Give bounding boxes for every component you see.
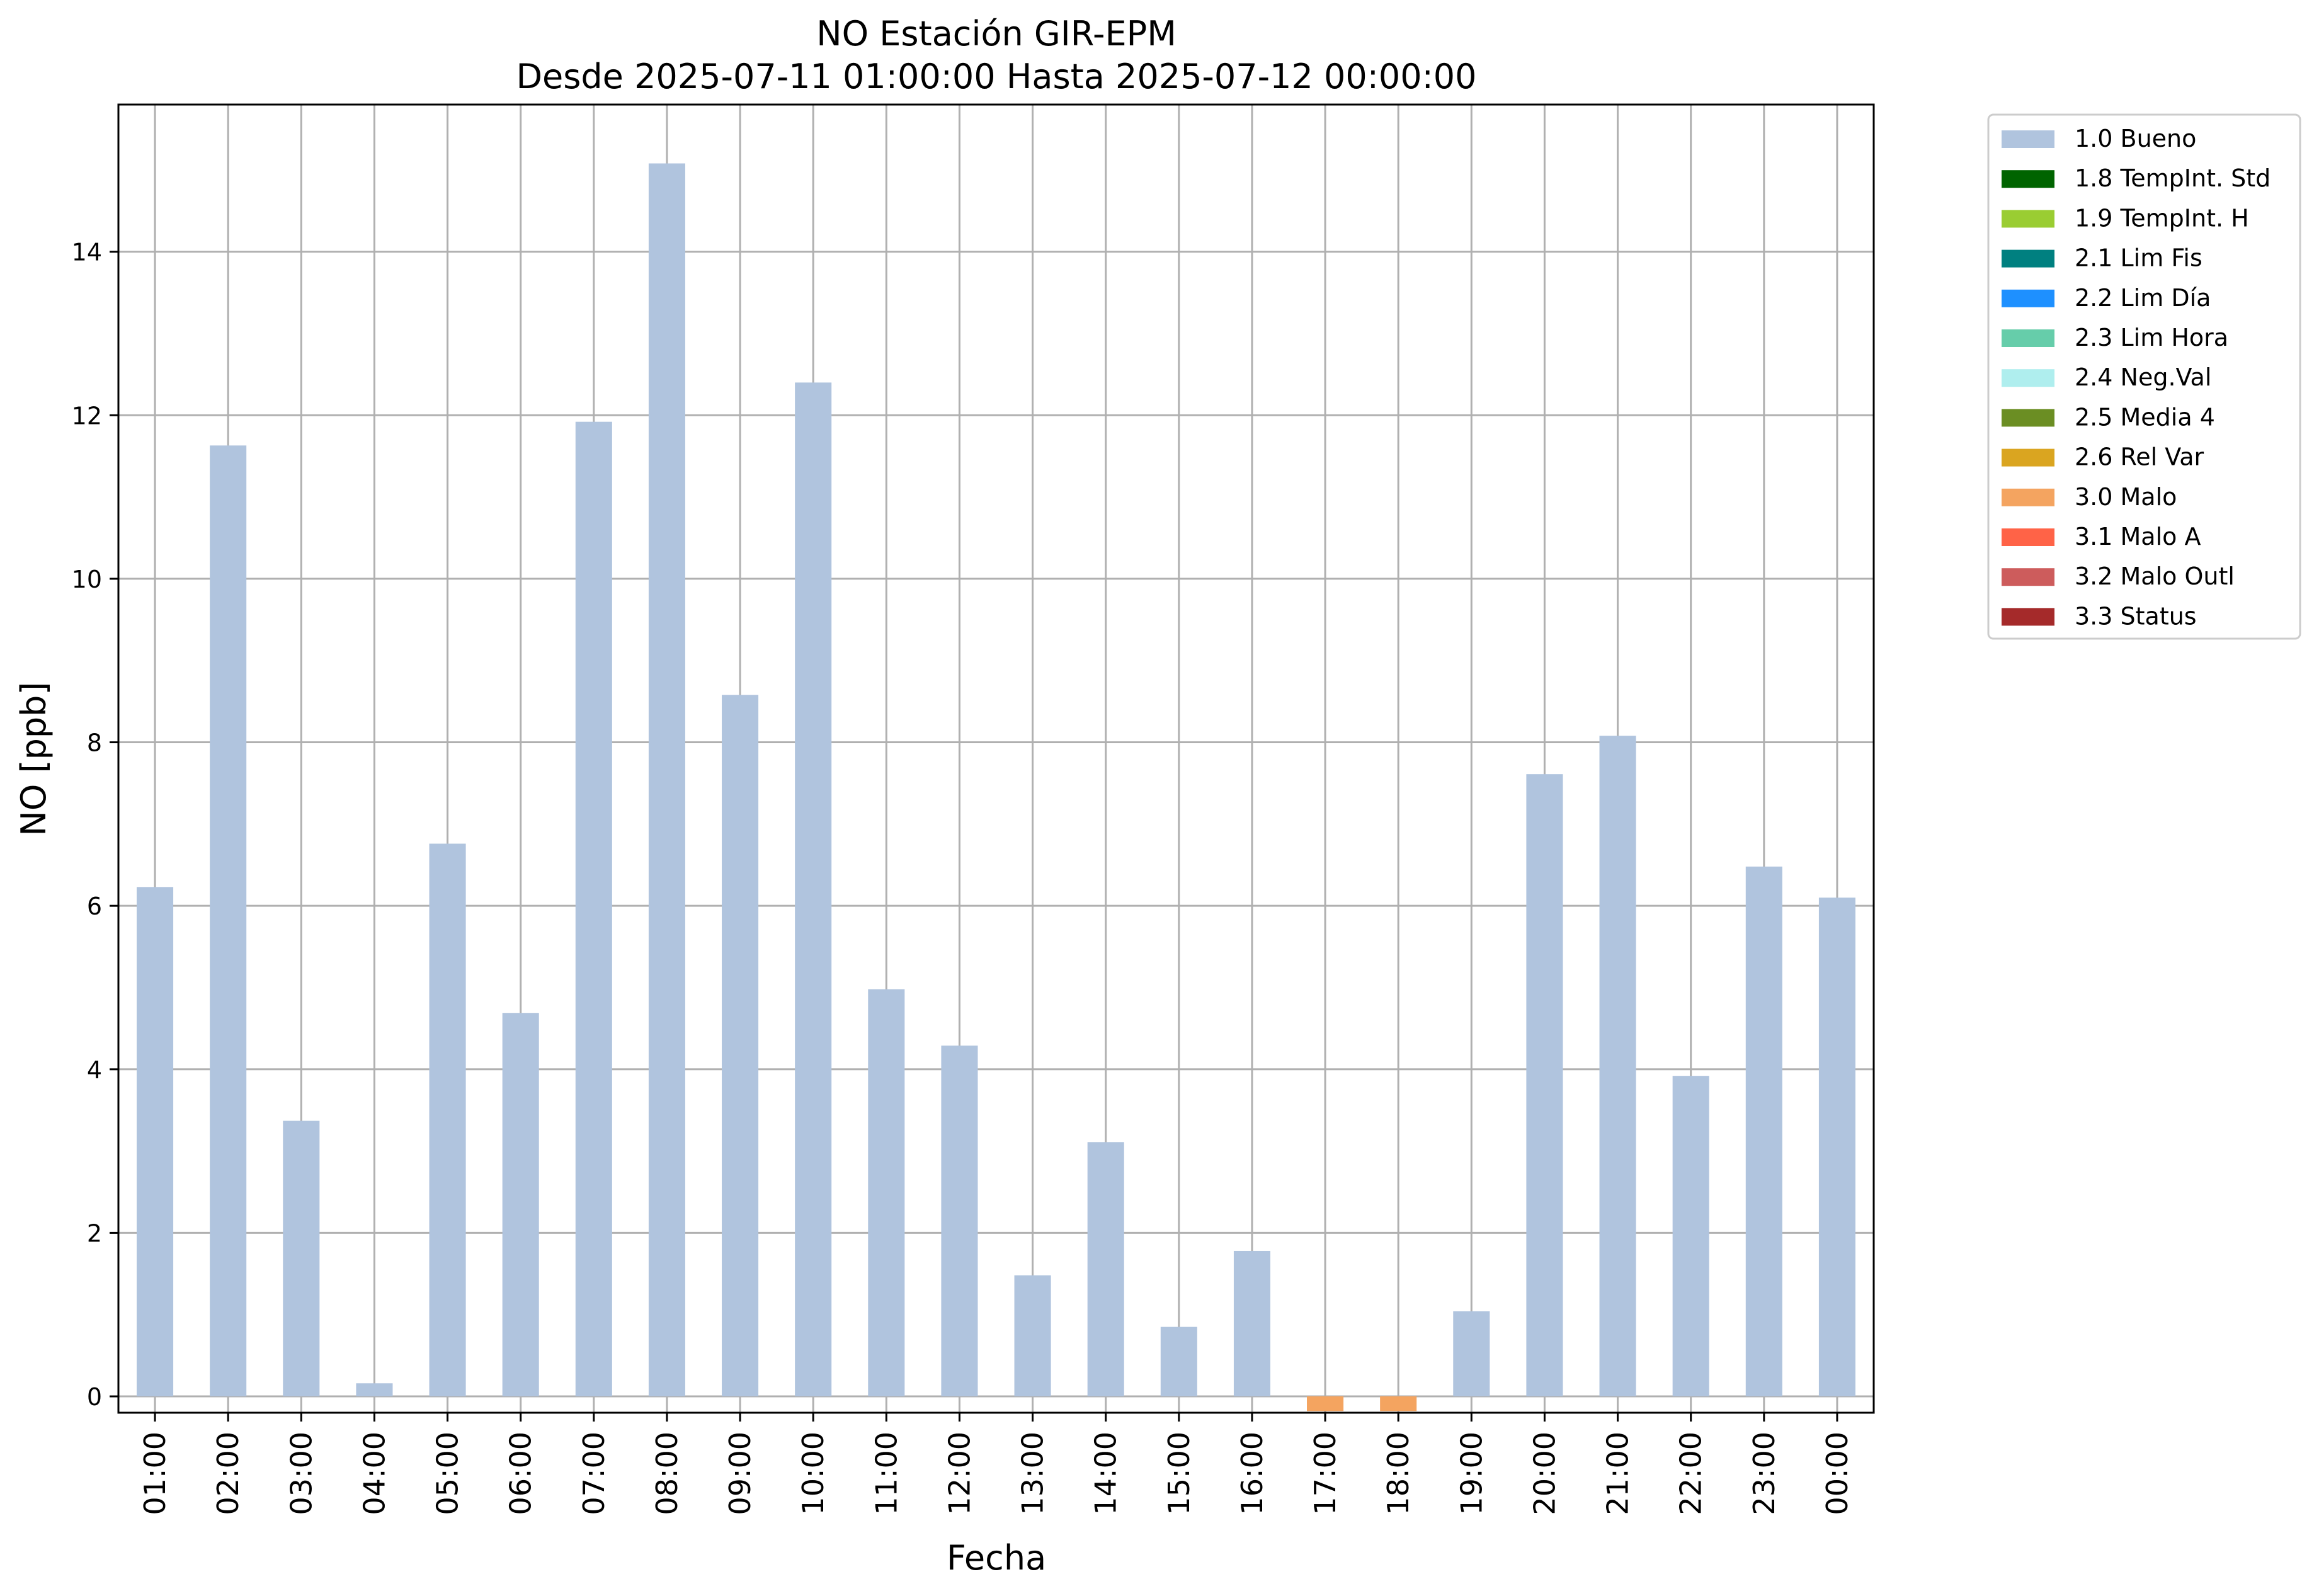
bar: [795, 382, 832, 1397]
legend-label: 3.0 Malo: [2075, 483, 2177, 511]
x-axis-ticks: 01:00 02:00 03:00 04:00 05:00 06:00 07:00 08:00…: [138, 1413, 1854, 1515]
legend-swatch: [2002, 608, 2054, 626]
legend-label: 3.2 Malo Outl: [2075, 562, 2235, 590]
bar: [1233, 1250, 1270, 1397]
x-tick-label: 01:00: [138, 1432, 172, 1515]
legend-entries: 1.0 Bueno 1.8 TempInt. Std 1.9 TempInt. H 2…: [2002, 125, 2271, 630]
x-tick-label: 05:00: [431, 1432, 465, 1515]
bar: [1526, 774, 1563, 1397]
plot-frame: [117, 103, 1875, 1414]
legend-swatch: [2002, 249, 2054, 268]
legend-label: 3.1 Malo A: [2075, 523, 2201, 550]
bar: [356, 1383, 393, 1397]
bar: [575, 421, 612, 1397]
chart-title: NO Estación GIR-EPM: [816, 14, 1177, 54]
y-tick-label: 12: [72, 402, 102, 430]
bar: [1453, 1311, 1490, 1397]
bar-layer: [137, 163, 1855, 1411]
bar: [1599, 736, 1636, 1397]
legend-swatch: [2002, 210, 2054, 228]
x-tick-label: 06:00: [504, 1432, 538, 1515]
legend-label: 1.8 TempInt. Std: [2075, 164, 2271, 192]
x-tick-label: 03:00: [284, 1432, 318, 1515]
x-tick-label: 11:00: [869, 1432, 903, 1515]
x-tick-label: 10:00: [796, 1432, 830, 1515]
legend-label: 1.9 TempInt. H: [2075, 204, 2249, 232]
legend-frame: [1987, 113, 2301, 640]
legend-label: 2.4 Neg.Val: [2075, 363, 2211, 391]
legend-label: 2.3 Lim Hora: [2075, 324, 2228, 351]
bar: [648, 163, 685, 1397]
x-tick-label: 07:00: [577, 1432, 611, 1515]
y-axis-ticks: 0 2 4 6 8 10 12 14: [72, 239, 118, 1411]
x-tick-label: 04:00: [357, 1432, 391, 1515]
legend-label: 2.5 Media 4: [2075, 403, 2215, 431]
y-tick-label: 6: [87, 892, 102, 920]
bar: [1818, 898, 1855, 1397]
bar: [1307, 1396, 1344, 1411]
legend-swatch: [2002, 170, 2054, 188]
legend-swatch: [2002, 448, 2054, 467]
y-axis-label: NO [ppb]: [14, 681, 54, 836]
legend-label: 2.2 Lim Día: [2075, 284, 2211, 312]
x-tick-label: 02:00: [211, 1432, 245, 1515]
x-tick-label: 20:00: [1527, 1432, 1561, 1515]
x-tick-label: 18:00: [1381, 1432, 1415, 1515]
bar: [137, 887, 174, 1397]
y-tick-label: 14: [72, 239, 102, 266]
y-tick-label: 0: [87, 1383, 102, 1411]
legend-swatch: [2002, 528, 2054, 546]
legend-swatch: [2002, 130, 2054, 148]
legend: 1.0 Bueno 1.8 TempInt. Std 1.9 TempInt. H 2…: [1987, 113, 2301, 640]
legend-label: 1.0 Bueno: [2075, 125, 2196, 152]
legend-swatch: [2002, 329, 2054, 347]
x-tick-label: 12:00: [942, 1432, 976, 1515]
x-tick-label: 22:00: [1674, 1432, 1708, 1515]
x-tick-label: 08:00: [650, 1432, 684, 1515]
bar: [868, 989, 905, 1397]
legend-swatch: [2002, 488, 2054, 506]
legend-swatch: [2002, 369, 2054, 387]
x-tick-label: 09:00: [723, 1432, 757, 1515]
bar: [429, 843, 466, 1397]
x-tick-label: 21:00: [1601, 1432, 1635, 1515]
bar: [941, 1046, 978, 1397]
x-tick-label: 23:00: [1747, 1432, 1781, 1515]
x-tick-label: 17:00: [1308, 1432, 1342, 1515]
bar: [1380, 1396, 1417, 1411]
x-tick-label: 14:00: [1089, 1432, 1123, 1515]
x-tick-label: 13:00: [1016, 1432, 1050, 1515]
plot-area: 0 2 4 6 8 10 12 14 01:00 02:00 03:00 04:00 05:00 06:…: [72, 103, 1875, 1515]
bar: [1087, 1142, 1124, 1397]
y-tick-label: 4: [87, 1056, 102, 1084]
bar: [1745, 866, 1782, 1397]
legend-label: 2.1 Lim Fis: [2075, 244, 2202, 272]
x-tick-label: 16:00: [1235, 1432, 1269, 1515]
y-tick-label: 8: [87, 729, 102, 757]
bar: [722, 695, 759, 1397]
legend-label: 3.3 Status: [2075, 602, 2197, 630]
legend-swatch: [2002, 568, 2054, 586]
legend-label: 2.6 Rel Var: [2075, 443, 2204, 471]
bar: [502, 1013, 539, 1397]
chart-subtitle: Desde 2025-07-11 01:00:00 Hasta 2025-07-…: [516, 57, 1476, 96]
x-tick-label: 19:00: [1454, 1432, 1488, 1515]
bar: [210, 445, 247, 1397]
x-tick-label: 00:00: [1820, 1432, 1854, 1515]
legend-swatch: [2002, 409, 2054, 427]
bar: [283, 1120, 320, 1397]
bar: [1160, 1326, 1197, 1397]
y-tick-label: 10: [72, 566, 102, 593]
x-tick-label: 15:00: [1162, 1432, 1196, 1515]
legend-swatch: [2002, 289, 2054, 307]
y-tick-label: 2: [87, 1219, 102, 1247]
bar: [1672, 1076, 1709, 1397]
x-axis-label: Fecha: [947, 1538, 1046, 1578]
bar: [1014, 1275, 1051, 1397]
